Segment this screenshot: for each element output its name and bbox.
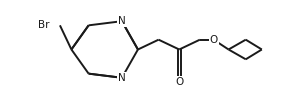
Text: O: O [210,35,218,45]
Text: O: O [175,77,183,87]
Text: N: N [118,73,126,83]
Text: N: N [118,16,126,26]
Text: Br: Br [38,20,50,30]
